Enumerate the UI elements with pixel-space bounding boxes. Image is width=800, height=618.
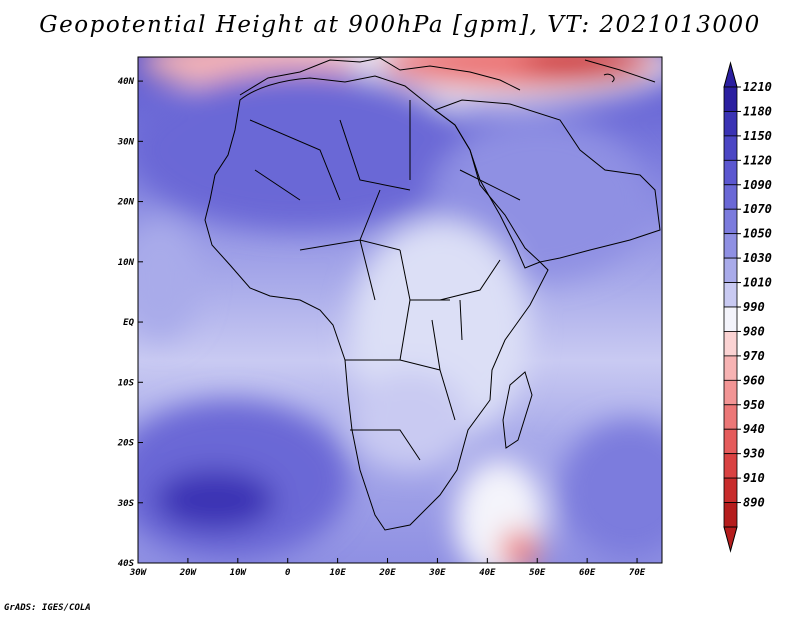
lon-tick-label: 50E	[529, 568, 546, 578]
colorbar-top-arrow	[723, 61, 738, 88]
colorbar-swatch	[723, 282, 738, 308]
lat-tick-label: 40S	[118, 559, 135, 569]
colorbar-bottom-arrow	[723, 526, 738, 553]
lon-tick-label: 20E	[378, 568, 396, 578]
colorbar-label: 960	[743, 373, 765, 387]
lat-tick-label: 10S	[118, 378, 135, 388]
latitude-axis: 40N 30N 20N 10N EQ 10S 20S 30S 40S	[117, 77, 143, 569]
lon-tick-label: 10W	[230, 568, 248, 578]
colorbar-label: 1180	[743, 104, 772, 118]
colorbar-swatch	[723, 306, 738, 332]
colorbar-label: 1090	[743, 178, 772, 192]
lat-tick-label: 40N	[118, 77, 135, 87]
colorbar-label: 1010	[743, 276, 772, 290]
colorbar-label: 990	[743, 300, 765, 314]
colorbar-swatch	[723, 159, 738, 186]
colorbar-swatch	[723, 477, 738, 503]
colorbar-swatch	[723, 111, 738, 137]
colorbar-swatch	[723, 257, 738, 283]
colorbar-label: 1210	[743, 80, 772, 94]
map-title: Geopotential Height at 900hPa [gpm], VT:…	[39, 12, 761, 38]
lon-tick-label: 30W	[129, 568, 148, 578]
colorbar-label: 1150	[743, 129, 772, 143]
lat-tick-label: EQ	[123, 318, 134, 328]
lat-tick-label: 10N	[118, 258, 135, 268]
colorbar-swatch	[723, 404, 738, 430]
grads-credit: GrADS: IGES/COLA	[4, 603, 91, 613]
colorbar: 1210 1180 1150 1120 1090 1070 1050 1030 1010 990 9…	[723, 61, 772, 553]
colorbar-swatch	[723, 379, 738, 406]
colorbar-swatch	[723, 428, 738, 455]
colorbar-label: 910	[743, 471, 765, 485]
lat-tick-label: 20N	[117, 198, 135, 208]
colorbar-label: 950	[743, 398, 765, 412]
lon-tick-label: 60E	[579, 568, 596, 578]
colorbar-swatch	[723, 233, 738, 259]
colorbar-swatch	[723, 331, 738, 357]
plot-frame	[137, 56, 663, 564]
lat-tick-label: 20S	[117, 439, 135, 449]
longitude-axis: 30W 20W 10W 0 10E 20E 30E 40E 50E 60E 70E	[129, 558, 646, 578]
colorbar-swatch	[723, 86, 738, 112]
colorbar-label: 1120	[743, 153, 772, 167]
height-field	[138, 57, 662, 563]
colorbar-label: 940	[743, 422, 765, 436]
colorbar-swatch	[723, 453, 738, 479]
coastlines	[204, 57, 661, 531]
colorbar-label: 890	[743, 496, 765, 510]
colorbar-label: 970	[743, 349, 765, 363]
lon-tick-label: 20W	[179, 568, 198, 578]
colorbar-label: 930	[743, 447, 765, 461]
lat-tick-label: 30S	[117, 499, 135, 509]
colorbar-label: 1050	[743, 227, 772, 241]
colorbar-swatch	[723, 135, 738, 161]
lon-tick-label: 70E	[629, 568, 646, 578]
colorbar-label: 1030	[743, 251, 772, 265]
colorbar-label: 980	[743, 324, 765, 338]
colorbar-swatch	[723, 355, 738, 381]
colorbar-swatch	[723, 208, 738, 235]
lon-tick-label: 0	[285, 568, 291, 578]
colorbar-label: 1070	[743, 202, 772, 216]
colorbar-swatch	[723, 502, 738, 528]
lon-tick-label: 30E	[428, 568, 446, 578]
lon-tick-label: 10E	[329, 568, 346, 578]
lat-tick-label: 30N	[117, 137, 135, 147]
lon-tick-label: 40E	[479, 568, 496, 578]
colorbar-swatch	[723, 184, 738, 210]
